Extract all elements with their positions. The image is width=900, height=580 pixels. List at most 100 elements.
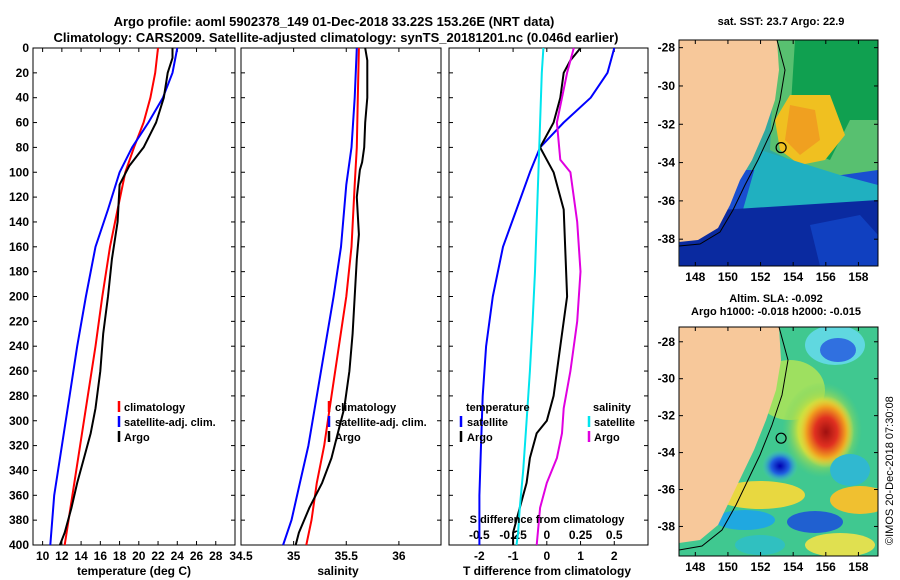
lon-tick-label: 150 (718, 270, 738, 284)
sst-map-axes: -28 -30 -32 -34 -36 -38 148 150 152 154 156 158 (658, 40, 878, 284)
legend-t-argo: Argo (467, 432, 493, 444)
x-tick-label: 24 (171, 549, 185, 563)
lat-tick-label: -34 (658, 156, 676, 170)
x-tick-label: 1 (577, 549, 584, 563)
lon-tick-label: 148 (685, 560, 705, 574)
x-tick-label: 36 (392, 549, 406, 563)
depth-tick-label: 140 (9, 215, 29, 229)
temperature-plot: 10 12 14 16 18 20 22 24 26 28 (36, 47, 223, 563)
figure-title-line1: Argo profile: aoml 5902378_149 01-Dec-20… (114, 14, 555, 29)
lat-tick-label: -30 (658, 372, 676, 386)
lat-tick-label: -36 (658, 483, 676, 497)
legend-s-argo: Argo (594, 432, 620, 444)
depth-tick-label: 200 (9, 290, 29, 304)
argo-location-marker (775, 142, 787, 154)
legend-satellite-adj: satellite-adj. clim. (335, 417, 427, 429)
legend-s-satellite: satellite (594, 417, 635, 429)
depth-tick-label: 380 (9, 513, 29, 527)
x-tick-label: 14 (74, 549, 88, 563)
sla-map-title-line2: Argo h1000: -0.018 h2000: -0.015 (691, 306, 861, 318)
depth-tick-label: 180 (9, 265, 29, 279)
series-climatology-line (305, 47, 360, 546)
x-tick-label: 10 (36, 549, 50, 563)
depth-tick-label: 240 (9, 339, 29, 353)
series-salinity-satellite-line (515, 47, 545, 546)
depth-tick-label: 300 (9, 414, 29, 428)
legend-argo: Argo (335, 432, 361, 444)
lon-tick-label: 154 (783, 270, 803, 284)
s-difference-axis-label: S difference from climatology (470, 514, 626, 526)
depth-tick-label: 340 (9, 463, 29, 477)
lat-tick-label: -28 (658, 41, 676, 55)
legend-argo: Argo (124, 432, 150, 444)
depth-tick-label: 400 (9, 538, 29, 552)
sla-map-title-line1: Altim. SLA: -0.092 (729, 293, 823, 305)
series-satellite-adj-clim-line (49, 47, 179, 546)
salinity-panel (240, 47, 442, 546)
legend-t-satellite: satellite (467, 417, 508, 429)
depth-tick-label: 260 (9, 364, 29, 378)
argo-location-marker (775, 432, 787, 444)
land-mass (679, 40, 779, 242)
lat-tick-label: -32 (658, 117, 676, 131)
x-tick-label: 2 (611, 549, 618, 563)
salinity-plot: 34.5 35 35.5 36 (229, 47, 406, 563)
temperature-panel (32, 47, 236, 546)
salinity-legend: climatology satellite-adj. clim. Argo (327, 401, 427, 444)
x-tick-label: 12 (55, 549, 69, 563)
x-tick-label: 35 (287, 549, 301, 563)
t-difference-axis-label: T difference from climatology (463, 564, 631, 578)
lon-tick-label: 148 (685, 270, 705, 284)
series-argo-line (58, 48, 174, 546)
legend-climatology: climatology (335, 402, 397, 414)
lon-tick-label: 152 (751, 560, 771, 574)
imos-watermark: ©IMOS 20-Dec-2018 07:30:08 (884, 396, 896, 545)
temperature-axis-label: temperature (deg C) (77, 564, 191, 578)
land-mass (679, 327, 781, 543)
series-temperature-satellite-line (478, 47, 616, 545)
x-tick-label: 28 (209, 549, 223, 563)
depth-tick-label: 280 (9, 389, 29, 403)
depth-tick-label: 100 (9, 165, 29, 179)
depth-tick-label: 80 (16, 140, 30, 154)
lon-tick-label: 156 (816, 560, 836, 574)
s-diff-tick-label: 0.25 (569, 528, 593, 542)
depth-tick-label: 360 (9, 488, 29, 502)
legend-satellite-adj: satellite-adj. clim. (124, 417, 216, 429)
figure-title-line2: Climatology: CARS2009. Satellite-adjuste… (54, 30, 619, 45)
lat-tick-label: -32 (658, 409, 676, 423)
lat-tick-label: -38 (658, 232, 676, 246)
depth-tick-label: 320 (9, 439, 29, 453)
sla-map-frame (678, 326, 879, 557)
x-tick-label: 22 (151, 549, 165, 563)
sst-map (679, 40, 878, 266)
depth-tick-label: 60 (16, 116, 30, 130)
sst-map-title: sat. SST: 23.7 Argo: 22.9 (718, 16, 845, 28)
difference-legend: temperature satellite Argo salinity sate… (459, 402, 635, 444)
lon-tick-label: 150 (718, 560, 738, 574)
series-salinity-argo-line (535, 47, 582, 546)
lon-tick-label: 158 (848, 560, 868, 574)
series-satellite-adj-clim-line (282, 47, 358, 546)
depth-tick-label: 40 (16, 91, 30, 105)
sst-map-frame (678, 39, 879, 267)
series-argo-line (294, 47, 369, 546)
x-tick-label: 0 (543, 549, 550, 563)
depth-tick-label: 0 (22, 41, 29, 55)
lat-tick-label: -36 (658, 194, 676, 208)
x-tick-label: 26 (190, 549, 204, 563)
x-tick-label: -2 (474, 549, 485, 563)
depth-tick-label: 220 (9, 314, 29, 328)
x-tick-label: 18 (113, 549, 127, 563)
sla-map-axes: -28 -30 -32 -34 -36 -38 148 150 152 154 156 158 (658, 327, 878, 574)
x-tick-label: 34.5 (229, 549, 253, 563)
temperature-legend: climatology satellite-adj. clim. Argo (117, 401, 216, 444)
x-tick-label: 35.5 (335, 549, 359, 563)
lat-tick-label: -30 (658, 79, 676, 93)
sla-map (679, 327, 878, 556)
depth-tick-label: 20 (16, 66, 30, 80)
difference-plot: -2 -1 0 1 2-0.5 -0.25 0 0.25 0.5 (469, 47, 623, 563)
legend-salinity-title: salinity (593, 402, 632, 414)
difference-panel (448, 47, 649, 546)
